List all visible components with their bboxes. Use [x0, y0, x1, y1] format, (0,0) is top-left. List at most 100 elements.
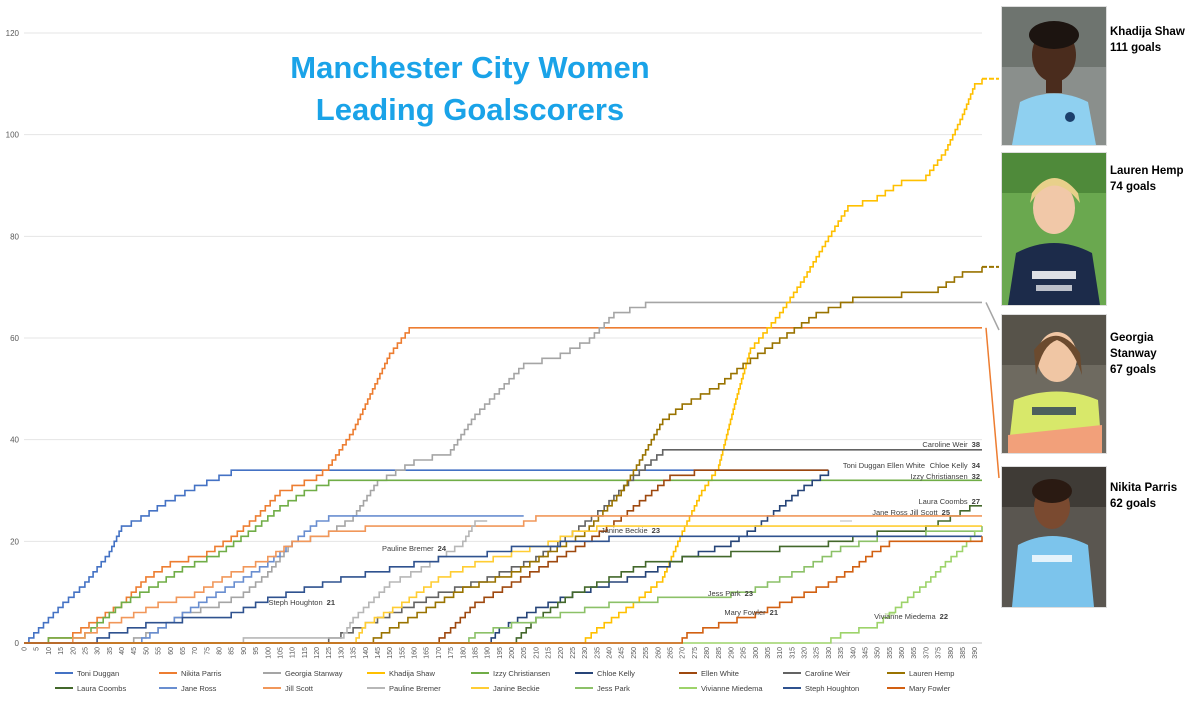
x-tick-label: 230 [582, 647, 589, 659]
series-line-jane-ross [24, 515, 524, 644]
y-gridlines [24, 32, 982, 644]
georgia-stanway-name: Georgia Stanway [1110, 332, 1157, 360]
x-tick-label: 80 [217, 647, 224, 655]
x-tick-label: 345 [862, 647, 869, 659]
x-tick-label: 105 [277, 647, 284, 659]
x-tick-label: 65 [180, 647, 187, 655]
x-tick-label: 290 [728, 647, 735, 659]
legend-label: Caroline Weir [805, 669, 851, 678]
x-tick-label: 225 [570, 647, 577, 659]
series-line-nikita-parris [24, 327, 982, 644]
x-tick-label: 210 [533, 647, 540, 659]
x-tick-label: 255 [643, 647, 650, 659]
x-tick-label: 75 [204, 647, 211, 655]
series-line-steph-houghton [24, 535, 982, 644]
x-tick-label: 15 [58, 647, 65, 655]
khadija-shaw-caption: Khadija Shaw 111 goals [1110, 24, 1185, 56]
series-line-izzy-christiansen [24, 479, 982, 644]
lauren-hemp-photo [1001, 152, 1107, 306]
x-tick-label: 300 [753, 647, 760, 659]
goals-line-chart: 0 20 40 60 80 100 120 0 5 10 15 20 25 30 35 40 45 50 55 60… [6, 29, 1000, 693]
georgia-stanway-goals: 67 goals [1110, 364, 1157, 376]
x-tick-label: 175 [448, 647, 455, 659]
series-line-khadija-shaw [24, 78, 983, 644]
x-tick-label: 375 [936, 647, 943, 659]
annotation-label: Jess Park 23 [708, 589, 753, 598]
x-tick-label: 100 [265, 647, 272, 659]
series-line-vivianne-miedema [24, 530, 982, 644]
annotation-label: Jane Ross Jill Scott 25 [872, 508, 950, 517]
series-line-georgia-stanway [24, 301, 982, 644]
x-tick-label: 135 [351, 647, 358, 659]
x-tick-label: 350 [875, 647, 882, 659]
series-line-janine-beckie [24, 525, 982, 644]
x-tick-label: 245 [619, 647, 626, 659]
legend-label: Vivianne Miedema [701, 684, 763, 693]
x-tick-label: 150 [387, 647, 394, 659]
legend-label: Steph Houghton [805, 684, 859, 693]
x-tick-label: 185 [472, 647, 479, 659]
nikita-parris-photo [1001, 466, 1107, 608]
x-tick-label: 170 [436, 647, 443, 659]
x-tick-label: 40 [119, 647, 126, 655]
x-tick-label: 155 [399, 647, 406, 659]
x-tick-label: 35 [107, 647, 114, 655]
y-tick-label: 120 [6, 29, 20, 38]
x-tick-label: 365 [911, 647, 918, 659]
legend-label: Janine Beckie [493, 684, 540, 693]
y-tick-label: 0 [15, 639, 20, 648]
x-tick-label: 125 [326, 647, 333, 659]
legend-label: Lauren Hemp [909, 669, 954, 678]
x-tick-label: 145 [375, 647, 382, 659]
x-tick-label: 190 [485, 647, 492, 659]
x-tick-label: 165 [424, 647, 431, 659]
series-line-jess-park [24, 526, 983, 644]
legend: Toni Duggan Nikita Parris Georgia Stanway K… [55, 669, 954, 693]
x-tick-label: 140 [363, 647, 370, 659]
x-tick-label: 265 [667, 647, 674, 659]
x-tick-label: 320 [802, 647, 809, 659]
x-tick-label: 330 [826, 647, 833, 659]
x-tick-label: 25 [82, 647, 89, 655]
x-tick-label: 50 [143, 647, 150, 655]
x-tick-label: 285 [716, 647, 723, 659]
x-tick-label: 160 [412, 647, 419, 659]
y-tick-label: 100 [6, 131, 20, 140]
x-tick-label: 240 [607, 647, 614, 659]
series-line-lauren-hemp [24, 266, 983, 644]
x-tick-label: 335 [838, 647, 845, 659]
annotation-label: Izzy Christiansen 32 [911, 472, 980, 481]
annotation-label: Chloe Kelly 34 [930, 461, 981, 470]
x-tick-label: 205 [521, 647, 528, 659]
khadija-shaw-name: Khadija Shaw [1110, 26, 1185, 38]
legend-label: Ellen White [701, 669, 739, 678]
x-tick-label: 195 [497, 647, 504, 659]
nikita-parris-caption: Nikita Parris 62 goals [1110, 480, 1177, 512]
x-tick-label: 340 [850, 647, 857, 659]
nikita-parris-goals: 62 goals [1110, 498, 1157, 510]
x-tick-label: 90 [241, 647, 248, 655]
x-tick-label: 305 [765, 647, 772, 659]
photo-connectors [982, 77, 1000, 479]
x-tick-label: 5 [34, 647, 41, 651]
legend-label: Jill Scott [285, 684, 314, 693]
x-tick-label: 325 [814, 647, 821, 659]
y-tick-label: 60 [10, 334, 19, 343]
annotation-label: Pauline Bremer 24 [382, 544, 447, 553]
legend-label: Mary Fowler [909, 684, 951, 693]
nikita-parris-name: Nikita Parris [1110, 482, 1178, 494]
x-tick-label: 270 [680, 647, 687, 659]
x-tick-label: 10 [46, 647, 53, 655]
x-tick-label: 220 [558, 647, 565, 659]
x-tick-label: 180 [460, 647, 467, 659]
x-tick-label: 130 [338, 647, 345, 659]
x-tick-label: 260 [655, 647, 662, 659]
series-line-caroline-weir [24, 449, 982, 644]
georgia-stanway-photo [1001, 314, 1107, 454]
x-tick-label: 390 [972, 647, 979, 659]
annotations: Caroline Weir 38 Toni Duggan Ellen White Ch… [268, 440, 980, 621]
y-tick-label: 80 [10, 232, 19, 241]
annotation-label: Caroline Weir 38 [922, 440, 980, 449]
legend-label: Khadija Shaw [389, 669, 435, 678]
legend-label: Toni Duggan [77, 669, 119, 678]
